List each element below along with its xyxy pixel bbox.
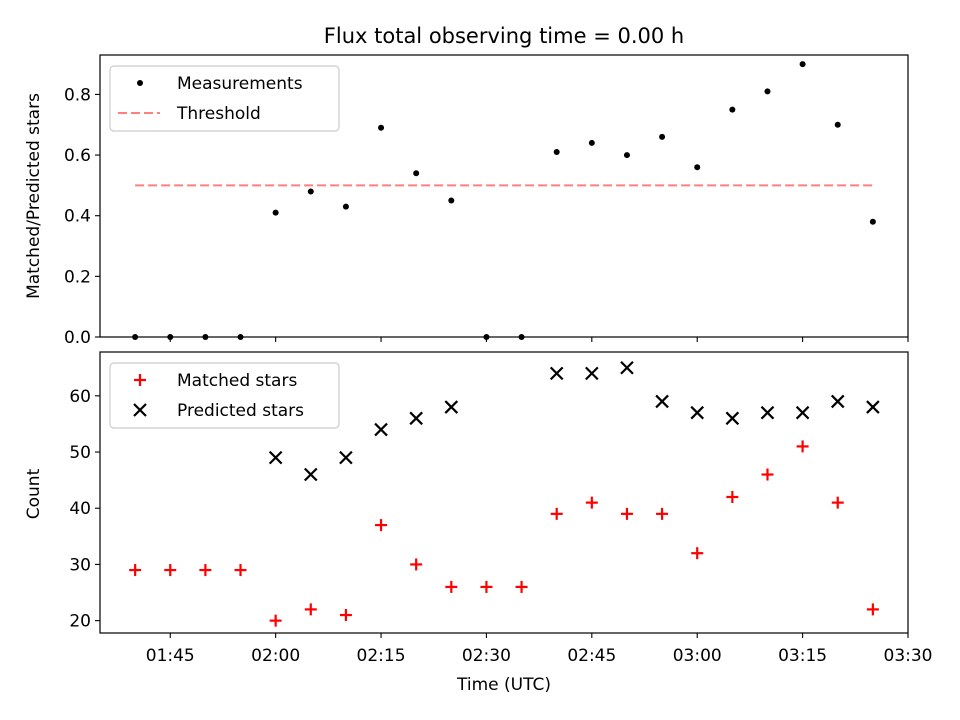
y-tick-label: 30	[69, 555, 91, 575]
bottom-y-axis-label: Count	[24, 468, 44, 519]
matched-star-point	[656, 507, 669, 520]
legend: Matched stars Predicted stars	[109, 362, 340, 429]
matched-star-point	[445, 580, 458, 593]
measurement-point	[623, 152, 630, 159]
matched-star-point	[269, 614, 282, 627]
matched-star-point	[866, 603, 879, 616]
x-tick-label: 02:30	[462, 646, 511, 666]
matched-star-point	[199, 564, 212, 577]
x-tick-label: 03:15	[778, 646, 827, 666]
measurement-point	[588, 139, 595, 146]
measurement-point	[342, 203, 349, 210]
measurement-point	[799, 61, 806, 68]
matched-star-point	[515, 580, 528, 593]
x-tick-label: 02:45	[567, 646, 616, 666]
predicted-star-point	[760, 405, 775, 420]
y-tick-label: 0.6	[64, 146, 91, 166]
predicted-star-point	[795, 405, 810, 420]
x-tick-label: 01:45	[146, 646, 195, 666]
x-tick-label: 03:00	[673, 646, 722, 666]
matched-star-point	[620, 507, 633, 520]
measurement-point	[272, 209, 279, 216]
matched-star-point	[304, 603, 317, 616]
predicted-star-point	[268, 450, 283, 465]
matched-star-point	[339, 609, 352, 622]
y-tick-label: 50	[69, 443, 91, 463]
plot-frame	[99, 54, 909, 338]
matched-star-point	[550, 507, 563, 520]
matched-star-point	[726, 490, 739, 503]
measurement-point	[307, 188, 314, 195]
plot-frame	[99, 351, 909, 634]
measurement-point	[448, 197, 455, 204]
measurement-point	[694, 164, 701, 171]
bottom-panel: Count 20 30 40 50 60 01:45 02:00 02:15 02:30 02:4…	[24, 351, 933, 666]
y-tick-label: 0.2	[64, 267, 91, 287]
legend: Measurements Threshold	[109, 65, 340, 132]
matched-star-point	[480, 580, 493, 593]
y-tick-label: 20	[69, 612, 91, 632]
measurement-point	[834, 121, 841, 128]
predicted-star-point	[304, 467, 318, 482]
y-tick-label: 0.4	[64, 207, 91, 227]
measurement-point	[659, 133, 666, 140]
matched-star-point	[585, 496, 598, 509]
x-axis-label: Time (UTC)	[456, 675, 551, 695]
legend-label: Predicted stars	[177, 401, 304, 421]
matched-star-point	[761, 468, 774, 481]
predicted-star-point	[655, 394, 669, 409]
legend-box	[109, 362, 340, 429]
y-tick-label: 0.8	[64, 85, 91, 105]
measurement-point	[413, 170, 420, 177]
legend-marker	[137, 80, 143, 86]
x-tick-label: 02:00	[251, 646, 300, 666]
matched-star-point	[831, 496, 844, 509]
predicted-star-point	[549, 366, 564, 381]
predicted-star-point	[690, 405, 704, 420]
measurement-point	[729, 106, 736, 113]
predicted-star-point	[620, 360, 634, 375]
matched-star-point	[691, 547, 704, 560]
chart-title: Flux total observing time = 0.00 h	[324, 24, 684, 48]
top-panel: Matched/Predicted stars 0.0 0.2 0.4 0.6 0.8 M…	[24, 54, 909, 348]
predicted-star-point	[409, 411, 423, 426]
measurement-point	[869, 218, 876, 225]
matched-star-point	[796, 440, 809, 453]
predicted-star-point	[339, 450, 353, 465]
predicted-star-point	[444, 400, 459, 414]
predicted-star-point	[725, 411, 740, 426]
matched-star-point	[129, 564, 142, 577]
measurement-point	[378, 124, 385, 131]
predicted-star-point	[374, 422, 388, 437]
x-tick-label: 03:30	[884, 646, 933, 666]
matched-star-point	[164, 564, 177, 577]
matched-star-point	[375, 519, 388, 532]
legend-label: Matched stars	[177, 371, 297, 391]
y-tick-label: 0.0	[64, 328, 91, 348]
matched-star-point	[234, 564, 247, 577]
y-tick-label: 40	[69, 499, 91, 519]
measurement-point	[764, 88, 771, 95]
predicted-star-point	[866, 400, 880, 414]
y-tick-label: 60	[69, 387, 91, 407]
x-tick-label: 02:15	[357, 646, 406, 666]
legend-marker	[134, 374, 146, 386]
legend-box	[109, 65, 340, 132]
top-y-axis-label: Matched/Predicted stars	[24, 93, 44, 299]
predicted-star-point	[830, 394, 845, 409]
legend-marker	[133, 403, 147, 417]
legend-label: Threshold	[176, 104, 261, 124]
legend-label: Measurements	[177, 74, 303, 94]
predicted-star-point	[585, 366, 599, 381]
measurement-point	[553, 149, 560, 156]
matched-star-point	[410, 558, 423, 571]
